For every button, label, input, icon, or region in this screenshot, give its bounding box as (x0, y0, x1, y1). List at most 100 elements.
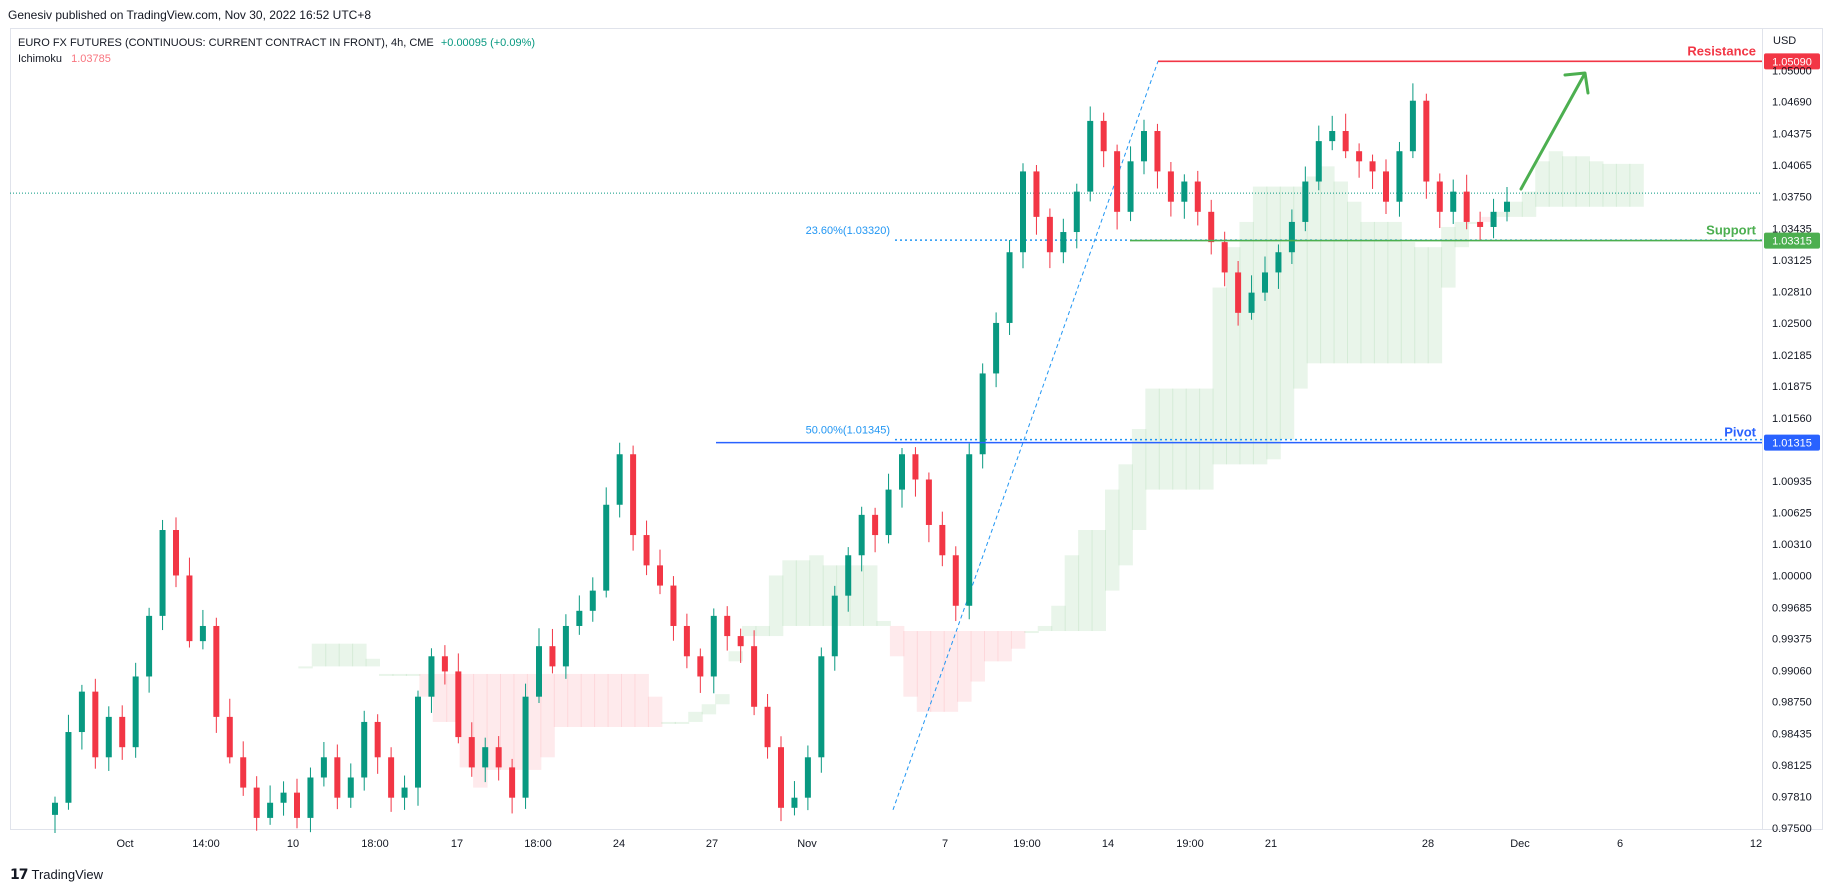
candle-body (482, 747, 489, 768)
candle-body (993, 322, 1000, 374)
cloud-segment (621, 673, 636, 727)
y-tick-label: 0.99060 (1772, 665, 1812, 677)
ichimoku-cloud (298, 151, 1644, 788)
cloud-segment (298, 666, 313, 669)
candle-body (1006, 252, 1013, 323)
candle-body (979, 373, 986, 455)
y-tick-label: 1.00000 (1772, 570, 1812, 582)
legend-indicator-name: Ichimoku (18, 53, 63, 65)
cloud-segment (647, 696, 663, 727)
candle-body (65, 732, 72, 803)
candle-body (1033, 171, 1040, 217)
x-tick-label: Nov (797, 838, 817, 850)
tradingview-brand[interactable]: 𝟭𝟳 TradingView (10, 866, 103, 883)
cloud-segment (674, 721, 690, 724)
cloud-segment (930, 631, 945, 712)
candle-body (764, 706, 771, 748)
cloud-segment (728, 651, 744, 662)
x-tick-label: 7 (942, 838, 948, 850)
cloud-segment (755, 625, 770, 637)
x-tick-label: 10 (287, 838, 299, 850)
cloud-segment (1575, 156, 1591, 207)
cloud-segment (486, 673, 502, 770)
x-tick-label: 19:00 (1013, 838, 1041, 850)
candle-body (1020, 171, 1026, 253)
cloud-segment (1131, 429, 1147, 531)
fib-trendline[interactable] (892, 61, 1159, 810)
candle-body (576, 610, 583, 626)
candle-body (401, 787, 408, 798)
candle-body (509, 767, 516, 798)
fib-level-label: 50.00%(1.01345) (806, 425, 890, 437)
candle-body (603, 504, 610, 591)
candle-body (428, 656, 435, 697)
candle-body (710, 615, 717, 677)
cloud-segment (809, 555, 824, 626)
level-pivot-tag (1764, 434, 1820, 451)
level-support-tag (1764, 232, 1820, 249)
candle-body (912, 454, 919, 480)
candle-body (334, 757, 341, 798)
cloud-segment (392, 673, 407, 676)
cloud-segment (768, 575, 784, 637)
x-tick-label: 24 (613, 838, 625, 850)
x-tick-label: 28 (1422, 838, 1434, 850)
y-tick-label: 1.03435 (1772, 223, 1812, 235)
cloud-segment (661, 721, 676, 724)
candle-body (105, 716, 112, 758)
candle-body (78, 691, 85, 733)
candle-body (199, 625, 206, 642)
candle-body (468, 737, 475, 768)
x-tick-label: 14:00 (192, 838, 220, 850)
y-tick-label: 0.98125 (1772, 760, 1812, 772)
cloud-segment (1320, 166, 1335, 364)
candle-body (1221, 242, 1228, 273)
cloud-segment (1414, 247, 1429, 364)
y-tick-label: 1.05000 (1772, 65, 1812, 77)
y-tick-label: 0.97500 (1772, 823, 1812, 835)
y-tick-label: 1.02500 (1772, 318, 1812, 330)
tradingview-logo-icon: 𝟭𝟳 (10, 866, 29, 882)
fib-retracement[interactable]: 23.60%(1.03320) 50.00%(1.01345) (806, 225, 1762, 441)
candle-body (845, 555, 852, 596)
fib-level-label: 23.60%(1.03320) (806, 225, 890, 237)
candle-body (885, 489, 892, 536)
candle-body (670, 585, 677, 626)
legend-change: +0.00095 (+0.09%) (440, 37, 536, 49)
candle-body (1356, 151, 1363, 162)
candle-body (52, 802, 58, 815)
cloud-segment (943, 631, 959, 712)
cloud-segment (634, 673, 649, 727)
y-tick-label: 1.00625 (1772, 507, 1812, 519)
candle-body (307, 777, 314, 818)
candle-body (388, 757, 395, 798)
candle-body (1315, 141, 1322, 182)
candle-body (1235, 272, 1242, 313)
candle-body (495, 747, 502, 768)
candle-body (899, 454, 905, 490)
y-tick-label: 1.03125 (1772, 255, 1812, 267)
y-tick-label: 0.98750 (1772, 697, 1812, 709)
cloud-segment (567, 673, 582, 727)
y-tick-label: 1.01875 (1772, 381, 1812, 393)
projection-arrow[interactable] (1519, 71, 1590, 191)
legend-indicator-value: 1.03785 (71, 53, 111, 65)
candle-body (1114, 151, 1121, 212)
cloud-segment (903, 631, 918, 697)
price-axis[interactable] (1763, 28, 1823, 830)
publisher-line: Genesiv published on TradingView.com, No… (8, 8, 371, 22)
legend-indicator-row[interactable]: Ichimoku 1.03785 (18, 51, 535, 67)
candle-body (1100, 120, 1107, 152)
cloud-segment (1064, 555, 1080, 632)
level-support-name: Support (1706, 223, 1756, 238)
cloud-segment (1589, 161, 1604, 207)
price-levels[interactable]: Resistance 1.05090 Support 1.03315 Pivot 1.01… (716, 43, 1820, 451)
x-tick-label: 18:00 (524, 838, 552, 850)
chart-pane[interactable] (10, 28, 1763, 830)
cloud-segment (688, 711, 703, 722)
x-tick-label: 21 (1265, 838, 1277, 850)
cloud-segment (1562, 156, 1577, 207)
cloud-segment (1629, 163, 1644, 207)
cloud-segment (1078, 530, 1093, 632)
